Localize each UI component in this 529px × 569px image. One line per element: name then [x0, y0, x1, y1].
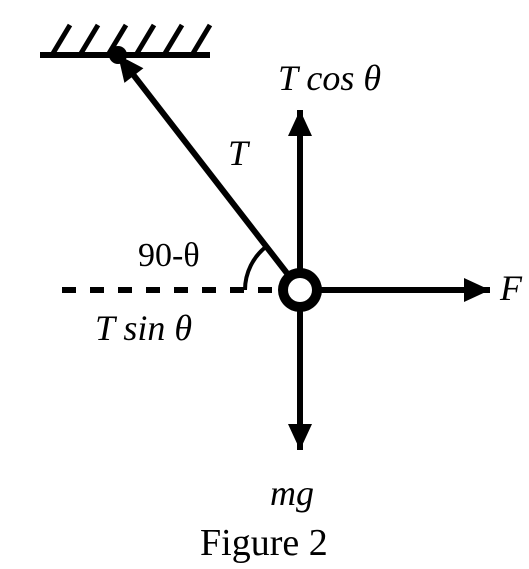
- label-Tsin: T sin θ: [95, 308, 192, 348]
- label-T: T: [228, 133, 251, 173]
- label-F: F: [499, 268, 523, 308]
- origin-ring: [278, 268, 322, 312]
- label-mg: mg: [270, 473, 314, 513]
- free-body-diagram: T cos θ Fmg T sin θ T 90-θ Figure 2: [0, 0, 529, 569]
- canvas-bg: [0, 0, 529, 569]
- label-angle: 90-θ: [138, 237, 200, 274]
- label-caption: Figure 2: [200, 522, 328, 564]
- label-Tcos: T cos θ: [278, 58, 381, 98]
